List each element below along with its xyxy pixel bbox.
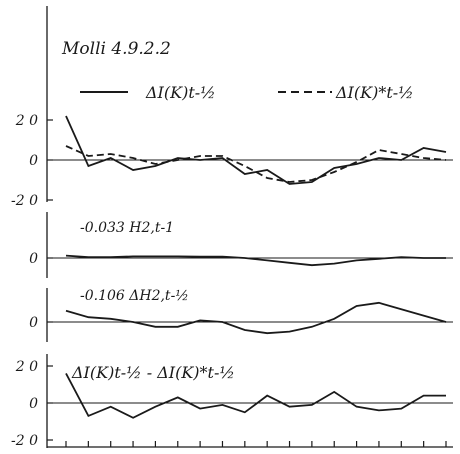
panel-4-y-ticks: 2 0 0 -2 0 [11, 359, 53, 449]
y-tick-label: 2 0 [15, 113, 38, 129]
panel-2-label: -0.033 H2,t-1 [80, 220, 174, 236]
y-tick-label: 0 [29, 396, 38, 412]
panel-4: ΔI(K)t-½ - ΔI(K)*t-½ 2 0 0 -2 0 [11, 354, 453, 449]
panel-3: -0.106 ΔH2,t-½ 0 [29, 288, 453, 342]
panel-3-y-ticks: 0 [29, 315, 53, 331]
y-tick-label: 0 [29, 153, 38, 169]
panel-1-label: Molli 4.9.2.2 [61, 39, 171, 59]
panel-1: Molli 4.9.2.2 ΔI(K)t-½ ΔI(K)*t-½ 2 0 0 -2 … [11, 6, 453, 209]
panel-4-label: ΔI(K)t-½ - ΔI(K)*t-½ [71, 363, 235, 382]
panel-1-legend: ΔI(K)t-½ ΔI(K)*t-½ [80, 83, 414, 102]
y-tick-label: 0 [29, 251, 38, 267]
panel-3-series-line [65, 301, 447, 335]
panel-4-series-line [65, 372, 446, 419]
panel-1-y-ticks: 2 0 0 -2 0 [11, 113, 53, 209]
panel-1-dashed-series-line [65, 145, 447, 183]
legend-solid-label: ΔI(K)t-½ [145, 83, 216, 102]
legend-dashed-label: ΔI(K)*t-½ [335, 83, 414, 102]
panel-1-solid-series-line [65, 115, 447, 185]
y-tick-label: -2 0 [11, 433, 38, 449]
y-tick-label: 0 [29, 315, 38, 331]
panel-3-label: -0.106 ΔH2,t-½ [80, 288, 189, 304]
panel-2: -0.033 H2,t-1 0 [29, 212, 453, 278]
y-tick-label: 2 0 [15, 359, 38, 375]
panel-4-x-ticks [65, 441, 447, 447]
panel-2-series-line [65, 254, 446, 267]
y-tick-label: -2 0 [11, 193, 38, 209]
panel-2-y-ticks: 0 [29, 251, 53, 267]
